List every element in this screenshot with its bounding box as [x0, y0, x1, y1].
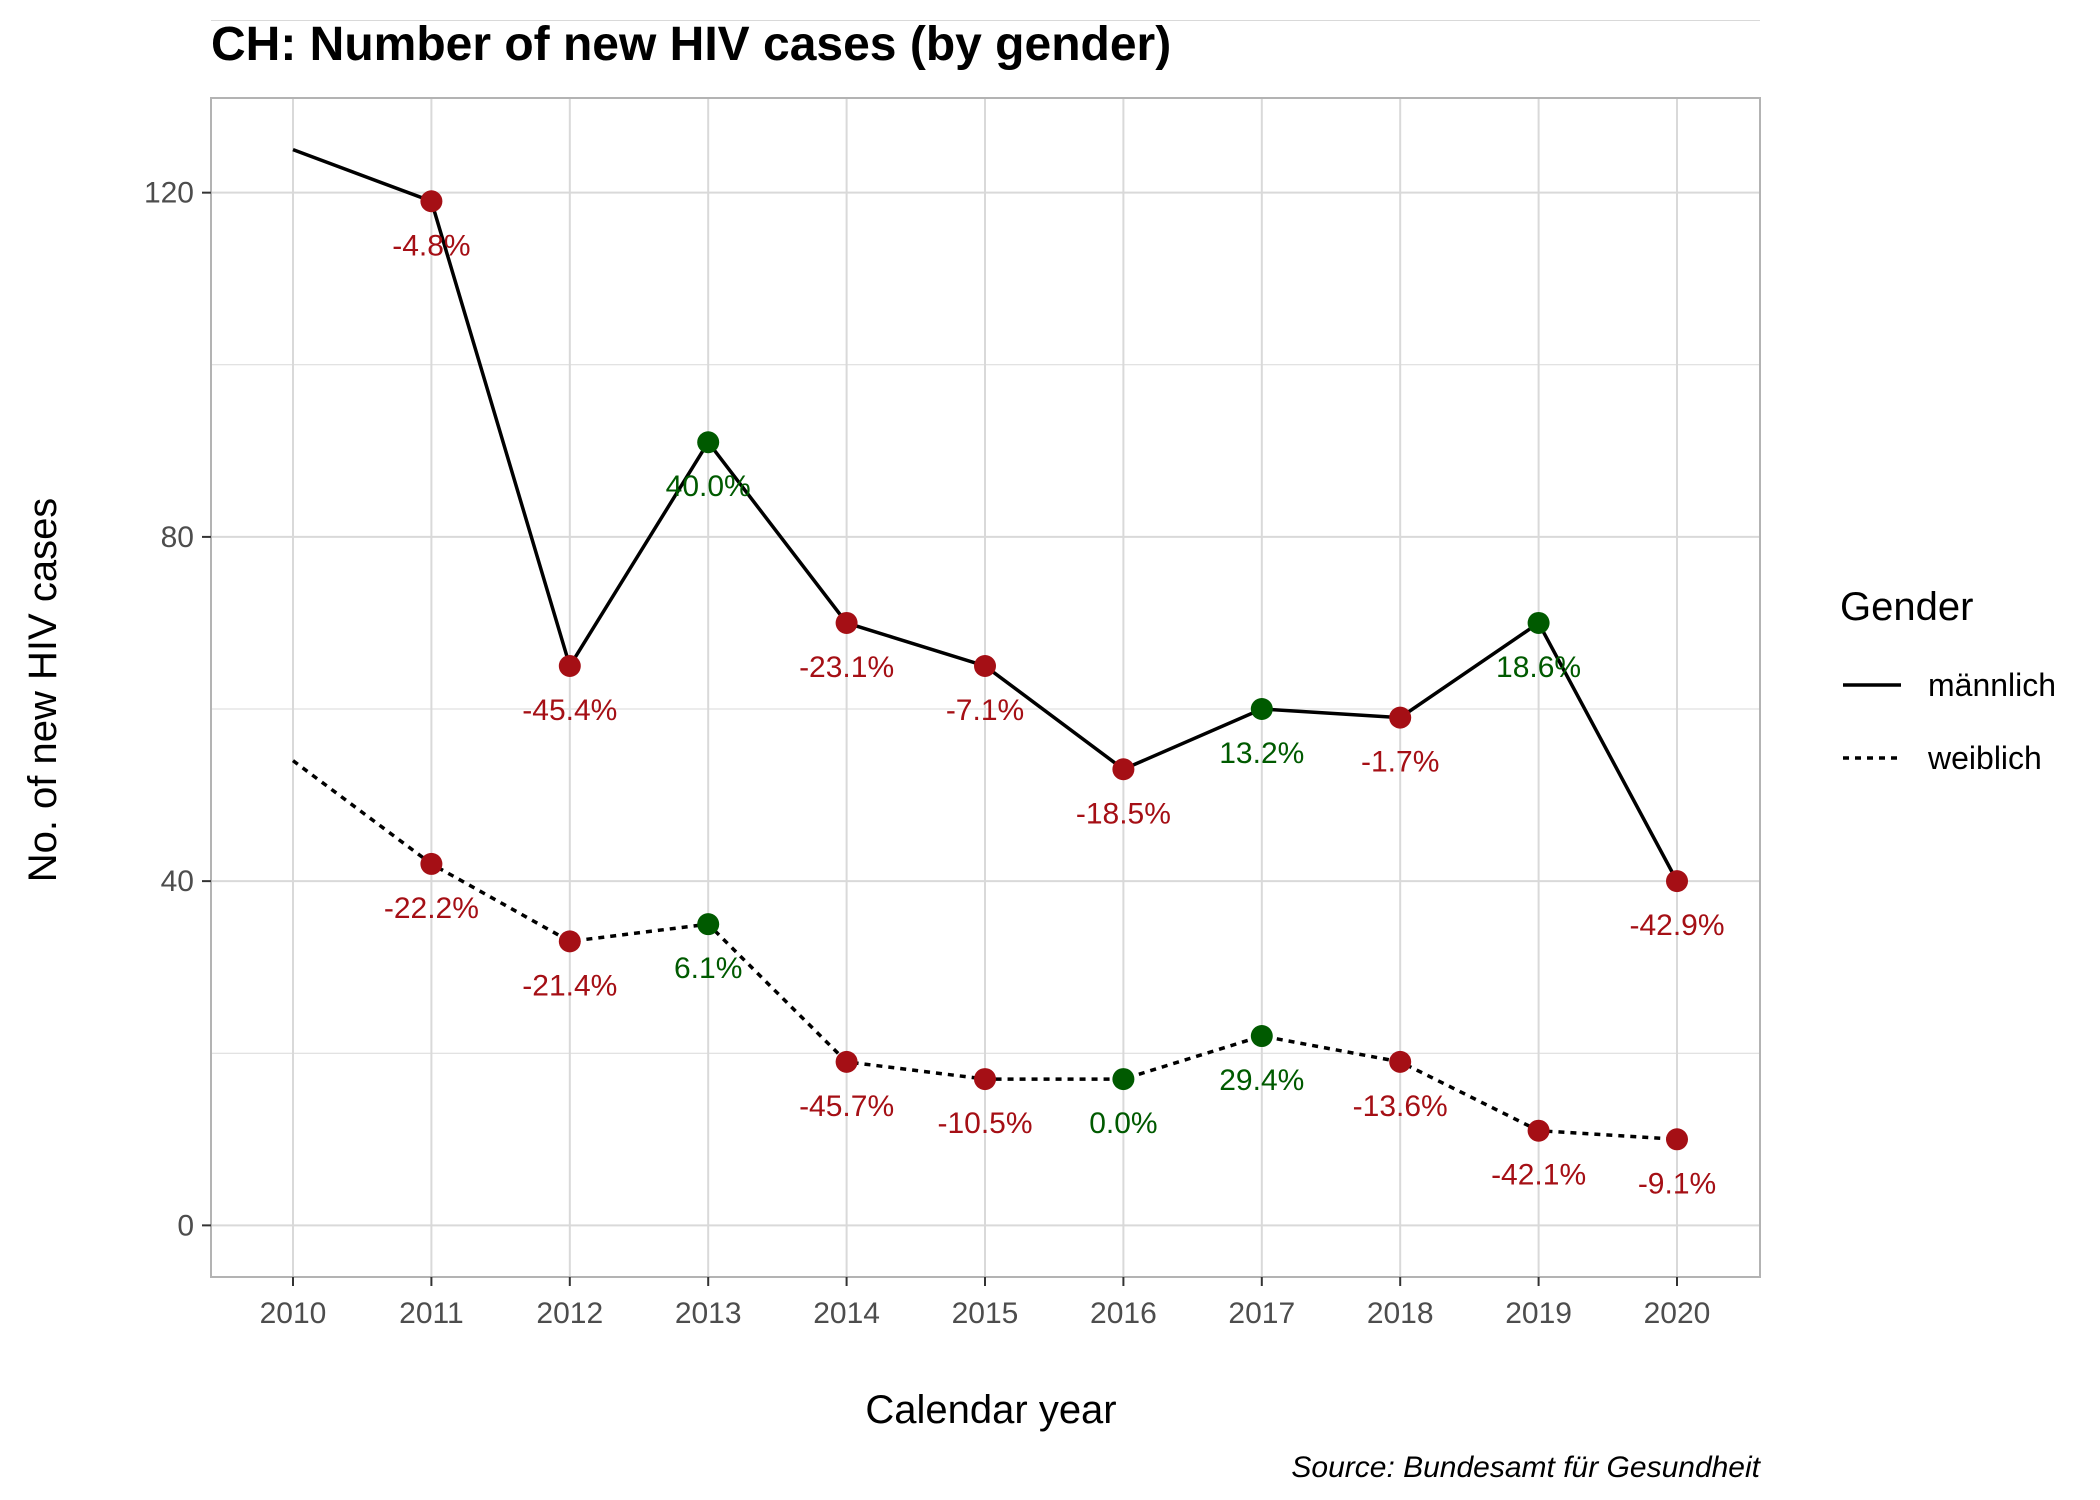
data-labels: -4.8% -45.4% 40.0% -23.1% -7.1% -18.5% 13.2% -1… — [384, 229, 1725, 1200]
data-point — [835, 611, 858, 634]
data-point — [1112, 1068, 1135, 1091]
x-axis-ticks: 2010 2011 2012 2013 2014 2015 2016 2017 2018 2019… — [260, 1277, 1711, 1330]
data-point — [1389, 1050, 1412, 1073]
data-point — [835, 1050, 858, 1073]
x-tick-label: 2020 — [1644, 1297, 1711, 1330]
data-point — [697, 431, 720, 454]
data-label: 18.6% — [1496, 651, 1581, 684]
data-label: 29.4% — [1219, 1064, 1304, 1097]
data-label: -13.6% — [1353, 1090, 1448, 1123]
data-label: -45.4% — [522, 694, 617, 727]
y-axis-ticks: 0 40 80 120 — [144, 177, 211, 1242]
x-tick-label: 2018 — [1367, 1297, 1434, 1330]
data-label: -18.5% — [1076, 797, 1171, 830]
y-axis-title: No. of new HIV cases — [21, 498, 65, 883]
x-tick-label: 2013 — [675, 1297, 742, 1330]
data-label: -42.1% — [1491, 1159, 1586, 1192]
data-point — [1666, 1128, 1688, 1151]
x-tick-label: 2012 — [536, 1297, 603, 1330]
x-tick-label: 2011 — [399, 1297, 464, 1330]
y-tick-label: 0 — [177, 1209, 194, 1242]
data-point — [1527, 611, 1550, 634]
data-point — [558, 654, 581, 677]
data-label: -45.7% — [799, 1090, 894, 1123]
data-point — [1250, 698, 1273, 721]
legend-label-weiblich: weiblich — [1927, 740, 2042, 776]
data-label: -22.2% — [384, 892, 479, 925]
data-label: 40.0% — [666, 470, 751, 503]
x-axis-title: Calendar year — [865, 1388, 1116, 1432]
legend-title: Gender — [1840, 585, 1973, 629]
x-tick-label: 2014 — [813, 1297, 880, 1330]
x-tick-label: 2010 — [260, 1297, 327, 1330]
data-label: -7.1% — [946, 694, 1024, 727]
data-point — [420, 190, 443, 213]
x-tick-label: 2019 — [1505, 1297, 1572, 1330]
data-label: -21.4% — [522, 969, 617, 1002]
legend-label-maennlich: männlich — [1928, 667, 2056, 703]
data-label: -9.1% — [1638, 1167, 1716, 1200]
data-point — [1527, 1119, 1550, 1142]
data-label: 6.1% — [674, 952, 742, 985]
data-label: -23.1% — [799, 651, 894, 684]
data-label: -1.7% — [1361, 746, 1439, 779]
x-tick-label: 2017 — [1228, 1297, 1295, 1330]
data-points — [420, 190, 1688, 1151]
data-label: 0.0% — [1089, 1107, 1157, 1140]
data-point — [1389, 706, 1412, 729]
data-label: 13.2% — [1219, 737, 1304, 770]
data-point — [974, 654, 996, 677]
x-tick-label: 2016 — [1090, 1297, 1157, 1330]
data-point — [1112, 758, 1135, 781]
source-caption: Source: Bundesamt für Gesundheit — [1291, 1451, 1761, 1484]
data-point — [1666, 870, 1688, 893]
data-point — [558, 930, 581, 953]
data-point — [697, 913, 720, 936]
x-tick-label: 2015 — [952, 1297, 1019, 1330]
data-label: -10.5% — [937, 1107, 1032, 1140]
data-point — [1250, 1025, 1273, 1048]
data-point — [974, 1068, 996, 1091]
legend: Gender männlich weiblich — [1840, 585, 2056, 776]
data-label: -42.9% — [1629, 909, 1724, 942]
data-point — [420, 852, 443, 875]
chart-title: CH: Number of new HIV cases (by gender) — [211, 18, 1171, 71]
y-tick-label: 40 — [161, 865, 194, 898]
y-tick-label: 120 — [144, 177, 194, 210]
data-label: -4.8% — [392, 229, 470, 262]
y-tick-label: 80 — [161, 521, 194, 554]
